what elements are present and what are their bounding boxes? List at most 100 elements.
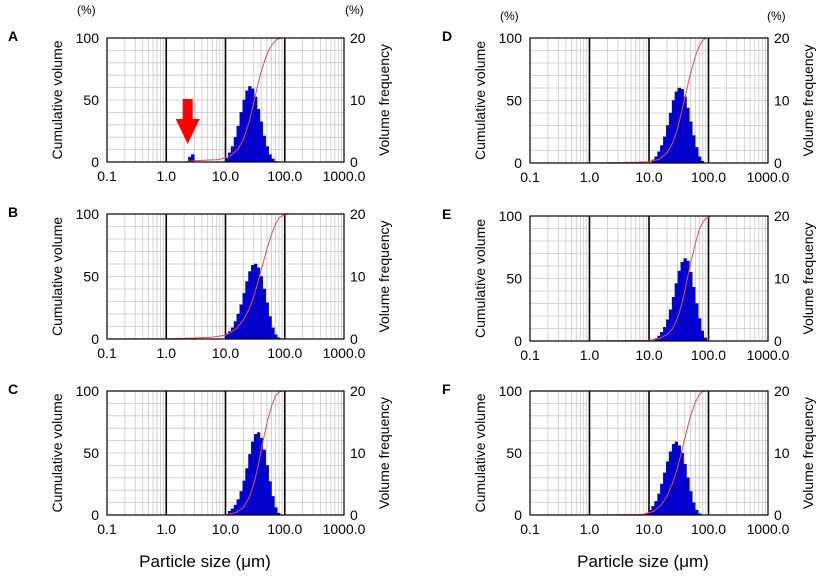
bar-d-13	[689, 121, 693, 164]
bar-d-2	[657, 151, 661, 164]
bar-f-15	[689, 491, 693, 516]
y-right-tick-label-f: 10	[774, 445, 790, 461]
plot-frame-d	[529, 37, 769, 164]
bar-a-7	[239, 112, 243, 163]
bar-e-10	[683, 258, 687, 342]
x-tick-label-b: 0.1	[97, 345, 117, 361]
bar-e-3	[663, 327, 667, 342]
bar-a-6	[236, 125, 240, 163]
x-tick-label-d: 100.0	[691, 169, 726, 185]
y-left-tick-label-f: 100	[499, 383, 523, 399]
bar-f-8	[668, 451, 673, 516]
bar-e-7	[674, 283, 678, 342]
bar-a-13	[256, 109, 261, 163]
panel-b: 0.1 1.0 10.0 100.0 1000.005010001020Cumulati…	[8, 204, 392, 361]
bar-d-14	[692, 135, 696, 164]
bar-d-15	[695, 147, 699, 164]
x-tick-label-b: 100.0	[267, 345, 302, 361]
x-tick-label-a: 10.0	[212, 168, 239, 184]
bar-f-12	[680, 452, 684, 516]
bar-f-10	[674, 441, 678, 516]
panel-f: 0.1 1.0 10.0 100.0 1000.005010001020Cumulati…	[442, 381, 816, 537]
bar-d-6	[668, 112, 673, 164]
bar-d-16	[698, 156, 702, 164]
x-tick-label-e: 1.0	[580, 347, 600, 363]
bar-c-14	[268, 481, 272, 516]
y-left-axis-title-e: Cumulative volume	[472, 219, 488, 338]
figure-x-axis-title-right: Particle size (μm)	[577, 552, 709, 571]
y-left-tick-label-e: 0	[514, 333, 522, 349]
figure-x-axis-title-left: Particle size (μm)	[139, 552, 271, 571]
panel-letter-a: A	[8, 28, 18, 44]
right-axis-unit-a: (%)	[345, 3, 364, 17]
bar-b-10	[254, 263, 258, 340]
bar-c-15	[271, 496, 275, 516]
x-tick-label-c: 1.0	[157, 521, 177, 537]
y-right-tick-label-b: 10	[350, 269, 366, 285]
x-tick-label-b: 1.0	[157, 345, 177, 361]
bar-f-5	[660, 483, 664, 516]
x-tick-label-a: 100.0	[267, 168, 302, 184]
y-right-tick-label-a: 20	[350, 30, 366, 46]
bar-e-8	[677, 270, 681, 342]
bar-f-7	[666, 461, 670, 516]
bar-b-2	[230, 327, 235, 340]
panel-letter-c: C	[8, 381, 18, 397]
y-left-tick-label-a: 50	[83, 92, 99, 108]
y-right-tick-label-a: 10	[350, 92, 366, 108]
x-tick-label-d: 10.0	[635, 169, 662, 185]
bar-b-15	[268, 316, 272, 340]
bar-a-5	[233, 136, 238, 163]
bar-a-12	[254, 96, 258, 163]
y-right-tick-label-c: 20	[350, 383, 366, 399]
bar-b-13	[262, 288, 266, 340]
bar-e-15	[698, 318, 702, 342]
bar-c-13	[265, 465, 269, 516]
y-left-axis-title-c: Cumulative volume	[49, 393, 65, 512]
x-tick-label-e: 1000.0	[747, 347, 790, 363]
y-right-tick-label-b: 20	[350, 206, 366, 222]
bar-e-13	[692, 287, 696, 342]
x-tick-label-c: 100.0	[267, 521, 302, 537]
y-right-axis-title-d: Volume frequency	[800, 44, 816, 156]
panel-letter-f: F	[442, 381, 451, 397]
y-left-tick-label-c: 50	[83, 445, 99, 461]
plot-frame-c	[106, 390, 345, 516]
plot-frame-e	[529, 215, 769, 342]
bar-c-10	[256, 432, 261, 516]
y-right-tick-label-c: 0	[350, 507, 358, 523]
x-tick-label-d: 1000.0	[747, 169, 790, 185]
bar-a-15	[262, 135, 266, 163]
y-right-tick-label-d: 10	[774, 93, 790, 109]
y-left-tick-label-e: 50	[506, 271, 522, 287]
bar-a-17	[268, 154, 272, 163]
y-left-tick-label-f: 50	[506, 445, 522, 461]
y-right-tick-label-a: 0	[350, 154, 358, 170]
x-tick-label-e: 0.1	[520, 347, 540, 363]
bar-c-12	[262, 449, 266, 516]
panels-group: 0.1 1.0 10.0 100.0 1000.005010001020Cumulati…	[8, 28, 816, 537]
cumulative-line-b	[106, 213, 344, 340]
bar-b-17	[274, 334, 278, 340]
y-right-tick-label-e: 0	[774, 333, 782, 349]
x-tick-label-f: 1000.0	[747, 521, 790, 537]
y-left-tick-label-b: 50	[83, 269, 99, 285]
bar-c-6	[245, 468, 249, 516]
x-tick-label-b: 1000.0	[323, 345, 366, 361]
bar-d-3	[660, 145, 664, 164]
cumulative-line-f	[530, 390, 768, 516]
left-axis-unit-a: (%)	[77, 3, 96, 17]
bar-a-14	[259, 121, 264, 163]
y-right-axis-title-f: Volume frequency	[800, 397, 816, 509]
bar-c-3	[236, 499, 240, 516]
x-tick-label-d: 1.0	[580, 169, 600, 185]
y-left-tick-label-c: 0	[91, 507, 99, 523]
y-right-axis-title-b: Volume frequency	[376, 220, 392, 332]
y-left-tick-label-a: 100	[76, 30, 100, 46]
bar-e-6	[671, 297, 676, 342]
panel-c: 0.1 1.0 10.0 100.0 1000.005010001020Cumulati…	[8, 381, 392, 537]
bar-d-7	[671, 100, 676, 164]
bar-d-12	[686, 107, 690, 164]
x-tick-label-c: 0.1	[97, 521, 117, 537]
